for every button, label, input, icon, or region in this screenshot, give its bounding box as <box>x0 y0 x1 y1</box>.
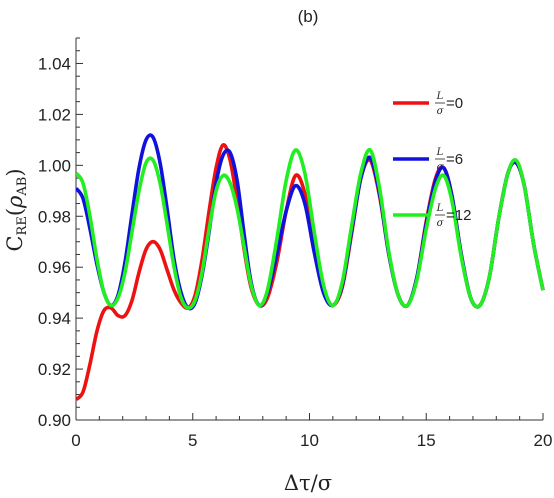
y-tick-label: 1.00 <box>38 156 71 175</box>
x-tick-label: 5 <box>188 431 197 450</box>
y-tick-label: 1.02 <box>38 105 71 124</box>
series-line-2 <box>76 147 545 310</box>
y-label-arg-sub: AB <box>15 177 30 197</box>
legend-frac-numerator: L <box>436 91 444 102</box>
x-tick-label: 10 <box>300 431 319 450</box>
legend-frac-denominator: σ <box>437 162 445 173</box>
panel-label: (b) <box>298 7 319 26</box>
x-tick-label: 0 <box>71 431 80 450</box>
x-tick-label: 20 <box>534 431 553 450</box>
legend-value: =6 <box>446 151 463 168</box>
y-tick-label: 0.92 <box>38 360 71 379</box>
legend-frac-numerator: L <box>436 203 444 214</box>
y-axis: 0.90 0.92 0.94 0.96 0.98 1.00 1.02 1.04 <box>38 37 83 430</box>
y-tick-label: 0.94 <box>38 309 71 328</box>
x-axis: 0 5 10 15 20 <box>71 413 552 450</box>
series-layer <box>76 133 545 402</box>
legend: Lσ =0Lσ =6Lσ =12 <box>393 91 471 229</box>
y-tick-label: 0.96 <box>38 258 71 277</box>
series-line-0 <box>76 143 545 402</box>
y-axis-label: CRE(ρAB) <box>3 168 30 251</box>
legend-entry: Lσ =12 <box>393 203 471 229</box>
y-tick-label: 0.98 <box>38 207 71 226</box>
legend-entry: Lσ =6 <box>393 147 463 173</box>
x-tick-label: 15 <box>417 431 436 450</box>
legend-frac-denominator: σ <box>437 106 445 117</box>
y-label-arg: ρ <box>3 195 27 209</box>
y-label-main: C <box>3 235 27 251</box>
legend-frac-denominator: σ <box>437 218 445 229</box>
y-tick-label: 1.04 <box>38 54 71 73</box>
legend-frac-numerator: L <box>436 147 444 158</box>
legend-entry: Lσ =0 <box>393 91 463 117</box>
x-axis-label: Δτ/σ <box>284 471 332 495</box>
y-tick-label: 0.90 <box>38 411 71 430</box>
y-axis-label-text: CRE(ρAB) <box>3 168 30 251</box>
y-label-sub: RE <box>15 216 30 235</box>
legend-value: =12 <box>446 207 471 224</box>
legend-value: =0 <box>446 95 463 112</box>
